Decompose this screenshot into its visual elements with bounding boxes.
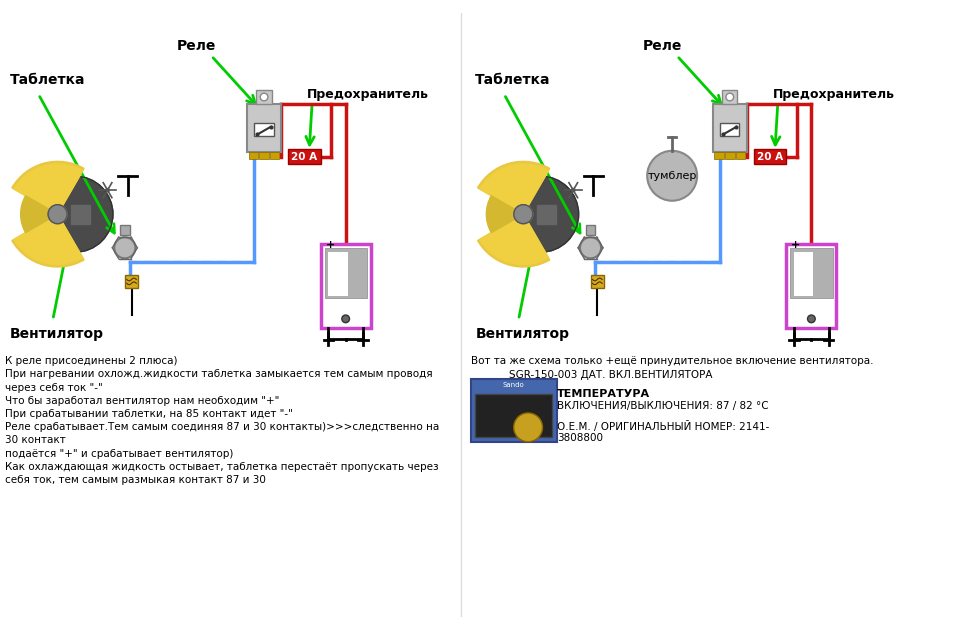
Bar — [321, 244, 371, 328]
Circle shape — [342, 315, 349, 323]
Bar — [470, 379, 557, 442]
Bar — [71, 205, 90, 224]
Text: Вентилятор: Вентилятор — [10, 327, 104, 341]
Wedge shape — [487, 196, 523, 232]
Circle shape — [114, 238, 135, 258]
Text: тумблер: тумблер — [647, 171, 697, 181]
Circle shape — [514, 205, 533, 224]
Bar — [725, 152, 734, 159]
Wedge shape — [477, 161, 550, 214]
Text: Предохранитель: Предохранитель — [773, 88, 895, 101]
Bar — [249, 152, 258, 159]
Wedge shape — [14, 214, 83, 265]
Circle shape — [260, 93, 268, 101]
Wedge shape — [12, 161, 84, 214]
Bar — [248, 104, 281, 152]
Text: ТЕМПЕРАТУРА: ТЕМПЕРАТУРА — [557, 389, 650, 399]
Text: ВКЛЮЧЕНИЯ/ВЫКЛЮЧЕНИЯ: 87 / 82 °C: ВКЛЮЧЕНИЯ/ВЫКЛЮЧЕНИЯ: 87 / 82 °C — [557, 401, 769, 411]
Circle shape — [647, 151, 697, 201]
Bar — [324, 248, 367, 298]
Text: Таблетка: Таблетка — [475, 72, 551, 87]
Circle shape — [807, 315, 815, 323]
Bar — [288, 149, 321, 164]
Wedge shape — [480, 164, 548, 214]
Text: К реле присоединены 2 плюса)
При нагревании охложд.жидкости таблетка замыкается : К реле присоединены 2 плюса) При нагрева… — [5, 357, 439, 485]
Circle shape — [48, 205, 67, 224]
Bar — [120, 225, 130, 235]
Circle shape — [36, 176, 113, 252]
Text: +: + — [791, 239, 801, 249]
Text: Предохранитель: Предохранитель — [307, 88, 429, 101]
Text: Реле: Реле — [643, 39, 683, 53]
Wedge shape — [12, 214, 84, 267]
Wedge shape — [477, 214, 550, 267]
Bar — [590, 275, 604, 288]
Text: Вот та же схема только +ещё принудительное включение вентилятора.: Вот та же схема только +ещё принудительн… — [470, 357, 873, 366]
Circle shape — [580, 238, 601, 258]
Bar — [720, 123, 739, 137]
Text: +: + — [325, 239, 335, 249]
Text: Реле: Реле — [178, 39, 217, 53]
Bar — [794, 251, 813, 296]
Bar — [328, 251, 348, 296]
Text: Вентилятор: Вентилятор — [475, 327, 569, 341]
Wedge shape — [21, 196, 58, 232]
Bar — [254, 123, 274, 137]
Circle shape — [726, 93, 733, 101]
Bar — [713, 104, 747, 152]
Bar — [270, 152, 279, 159]
Text: Таблетка: Таблетка — [10, 72, 85, 87]
Bar — [586, 225, 595, 235]
Text: 20 А: 20 А — [291, 152, 318, 161]
Text: Sando: Sando — [503, 382, 524, 388]
Bar — [475, 394, 552, 437]
Bar — [722, 90, 737, 104]
Text: О.Е.М. / ОРИГИНАЛЬНЫЙ НОМЕР: 2141-: О.Е.М. / ОРИГИНАЛЬНЫЙ НОМЕР: 2141- — [557, 421, 769, 432]
Bar — [735, 152, 745, 159]
Bar — [714, 152, 724, 159]
Circle shape — [514, 413, 542, 442]
Circle shape — [106, 188, 110, 193]
Wedge shape — [14, 164, 83, 214]
Circle shape — [503, 176, 579, 252]
Bar — [790, 248, 832, 298]
Text: 3808800: 3808800 — [557, 433, 603, 443]
Bar — [786, 244, 836, 328]
Text: 20 А: 20 А — [757, 152, 783, 161]
Bar — [256, 90, 272, 104]
Bar — [259, 152, 269, 159]
Bar — [125, 275, 138, 288]
Wedge shape — [480, 214, 548, 265]
Circle shape — [571, 188, 576, 193]
Bar — [754, 149, 786, 164]
Bar — [537, 205, 556, 224]
Text: SGR-150-003 ДАТ. ВКЛ.ВЕНТИЛЯТОРА: SGR-150-003 ДАТ. ВКЛ.ВЕНТИЛЯТОРА — [509, 370, 712, 380]
